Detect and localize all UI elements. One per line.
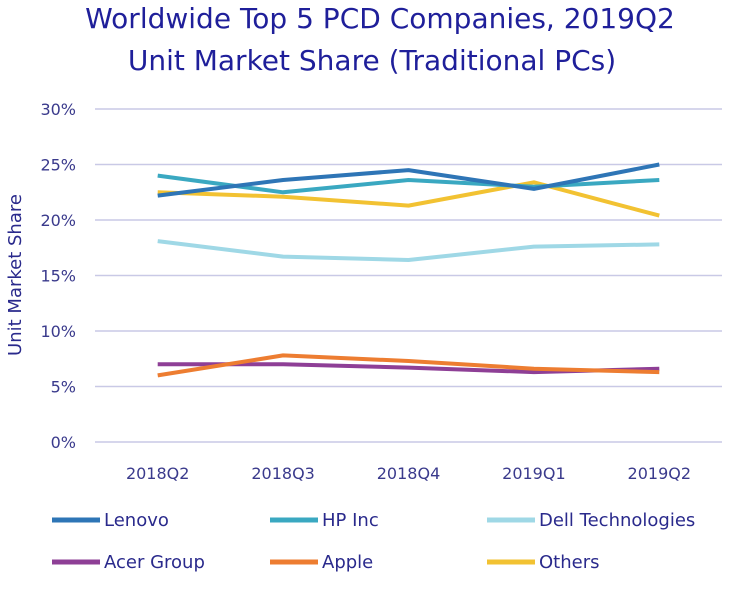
y-tick-labels: 0% 5% 10% 15% 20% 25% 30% [40,100,76,452]
y-tick-label: 15% [40,267,76,286]
legend-label-others: Others [539,552,600,573]
chart-title-line1: Worldwide Top 5 PCD Companies, 2019Q2 [85,2,675,35]
y-tick-label: 5% [51,378,76,397]
legend-label-acer-group: Acer Group [104,552,205,573]
y-axis-label: Unit Market Share [5,194,26,356]
x-tick-label: 2018Q2 [126,464,190,483]
series-line-apple [157,353,660,378]
legend-label-apple: Apple [322,552,373,573]
series-line-dell-technologies [157,239,660,262]
legend-label-dell-technologies: Dell Technologies [539,510,695,531]
x-tick-label: 2018Q4 [377,464,441,483]
series-lines [157,162,660,378]
x-tick-label: 2019Q2 [628,464,692,483]
series-line-lenovo [157,162,660,198]
y-tick-label: 25% [40,156,76,175]
y-tick-label: 0% [51,433,76,452]
x-tick-label: 2018Q3 [251,464,315,483]
y-tick-label: 20% [40,211,76,230]
y-tick-label: 30% [40,100,76,119]
chart-title-line2: Unit Market Share (Traditional PCs) [128,44,616,77]
legend: Lenovo HP Inc Dell Technologies Acer Group A… [52,510,695,573]
x-tick-labels: 2018Q2 2018Q3 2018Q4 2019Q1 2019Q2 [126,464,691,483]
legend-label-hp-inc: HP Inc [322,510,379,531]
series-line-others [157,180,660,218]
gridlines [95,108,722,443]
x-tick-label: 2019Q1 [502,464,566,483]
legend-label-lenovo: Lenovo [104,510,169,531]
y-tick-label: 10% [40,322,76,341]
